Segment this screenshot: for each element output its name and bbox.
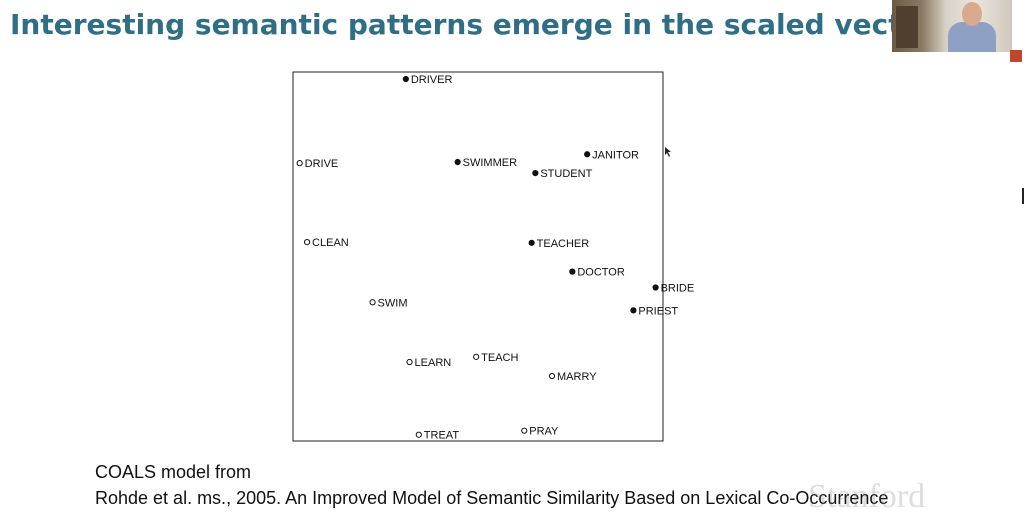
point-pray <box>521 427 528 434</box>
label-treat: TREAT <box>424 430 460 442</box>
bookshelf-image <box>896 6 918 48</box>
label-teach: TEACH <box>481 352 518 364</box>
text-cursor-icon <box>1022 188 1024 204</box>
mouse-pointer-icon <box>665 147 671 157</box>
point-priest <box>630 307 637 314</box>
label-priest: PRIEST <box>638 305 678 317</box>
citation-line-1: COALS model from <box>95 462 252 482</box>
point-marry <box>548 372 556 380</box>
point-clean <box>303 239 311 246</box>
citation-line-2: Rohde et al. ms., 2005. An Improved Mode… <box>95 488 889 508</box>
plot-frame <box>292 71 664 442</box>
label-pray: PRAY <box>529 426 559 438</box>
watermark-logo: Stanford <box>808 478 926 515</box>
point-doctor <box>569 268 576 275</box>
point-student <box>532 170 539 177</box>
label-driver: DRIVER <box>411 74 453 86</box>
point-teach <box>473 353 480 360</box>
point-swim <box>369 299 376 306</box>
label-doctor: DOCTOR <box>577 267 625 279</box>
label-student: STUDENT <box>540 168 592 180</box>
point-treat <box>415 431 422 438</box>
point-learn <box>406 358 413 366</box>
point-bride <box>652 284 659 291</box>
point-janitor <box>584 151 591 158</box>
slide-title: Interesting semantic patterns emerge in … <box>10 8 952 41</box>
label-bride: BRIDE <box>661 282 695 294</box>
label-janitor: JANITOR <box>592 149 639 161</box>
point-teacher <box>528 239 535 246</box>
red-corner-marker <box>1010 50 1022 62</box>
presenter-head-image <box>962 2 982 26</box>
presenter-body-image <box>948 22 996 52</box>
presenter-webcam-thumbnail <box>892 0 1012 52</box>
label-swim: SWIM <box>378 297 408 309</box>
label-teacher: TEACHER <box>537 238 590 250</box>
point-swimmer <box>454 158 461 166</box>
label-marry: MARRY <box>557 371 597 383</box>
label-drive: DRIVE <box>305 158 339 170</box>
label-learn: LEARN <box>415 357 452 369</box>
point-drive <box>296 160 303 167</box>
point-driver <box>402 75 409 83</box>
label-clean: CLEAN <box>312 237 349 249</box>
label-swimmer: SWIMMER <box>463 157 517 169</box>
